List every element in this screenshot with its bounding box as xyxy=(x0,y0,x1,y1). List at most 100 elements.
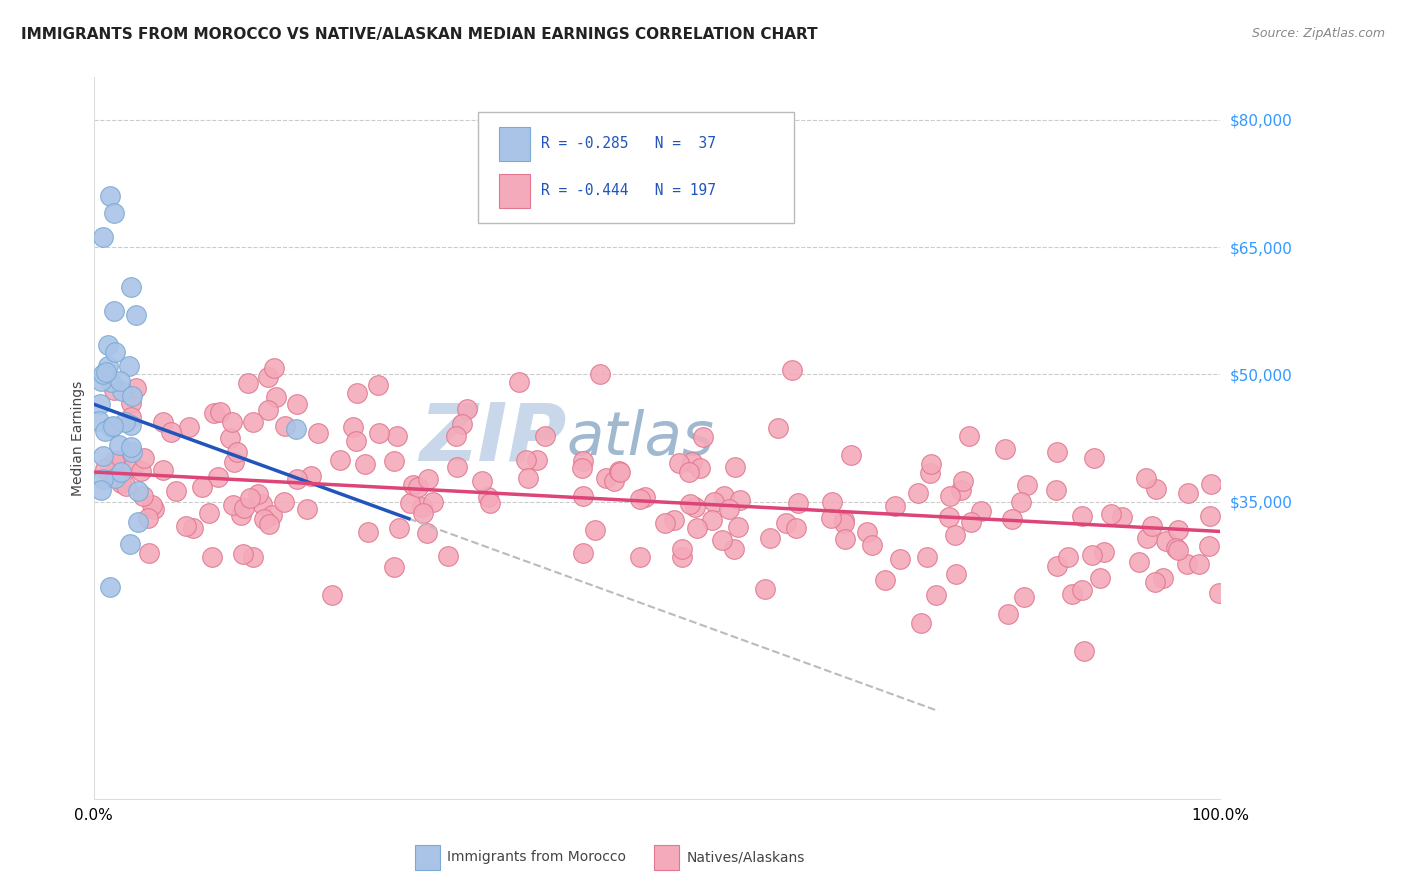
Point xyxy=(1152,571,1174,585)
Text: Natives/Alaskans: Natives/Alaskans xyxy=(686,850,804,864)
Point xyxy=(152,463,174,477)
Point xyxy=(256,370,278,384)
Point xyxy=(671,550,693,565)
Point xyxy=(1015,478,1038,492)
Point xyxy=(728,493,751,508)
Point xyxy=(367,378,389,392)
Point xyxy=(450,417,472,431)
Point xyxy=(533,429,555,443)
Point xyxy=(1167,542,1189,557)
Point xyxy=(121,445,143,459)
Point xyxy=(1198,539,1220,553)
Point xyxy=(250,498,273,512)
Point xyxy=(120,417,142,432)
Point xyxy=(1188,557,1211,571)
Point xyxy=(938,509,960,524)
Point xyxy=(478,495,501,509)
Point xyxy=(257,403,280,417)
Point xyxy=(1046,445,1069,459)
Point xyxy=(668,456,690,470)
Point xyxy=(285,422,308,436)
Point xyxy=(141,499,163,513)
Text: R = -0.285   N =  37: R = -0.285 N = 37 xyxy=(541,136,716,151)
Point xyxy=(132,451,155,466)
Point xyxy=(572,454,595,468)
Point xyxy=(703,494,725,508)
Point xyxy=(346,386,368,401)
Point xyxy=(406,480,429,494)
Point xyxy=(94,462,117,476)
Point xyxy=(595,471,617,485)
Point xyxy=(238,376,260,390)
Point xyxy=(628,491,651,506)
Point xyxy=(401,478,423,492)
Point xyxy=(884,499,907,513)
Y-axis label: Median Earnings: Median Earnings xyxy=(72,381,86,496)
Point xyxy=(692,429,714,443)
Point xyxy=(100,420,122,434)
Point xyxy=(910,615,932,630)
Point xyxy=(1010,495,1032,509)
Point xyxy=(1001,512,1024,526)
Point xyxy=(388,521,411,535)
Point xyxy=(115,479,138,493)
Point xyxy=(785,521,807,535)
Point xyxy=(508,375,530,389)
Point xyxy=(222,498,245,512)
Point xyxy=(191,480,214,494)
Point xyxy=(671,541,693,556)
Point xyxy=(821,494,844,508)
Point xyxy=(1071,509,1094,524)
Point xyxy=(100,375,122,389)
Point xyxy=(411,500,433,514)
Point xyxy=(104,471,127,485)
Point xyxy=(142,502,165,516)
Point xyxy=(943,528,966,542)
Point xyxy=(117,359,139,373)
Point xyxy=(127,483,149,498)
Point xyxy=(873,573,896,587)
Text: IMMIGRANTS FROM MOROCCO VS NATIVE/ALASKAN MEDIAN EARNINGS CORRELATION CHART: IMMIGRANTS FROM MOROCCO VS NATIVE/ALASKA… xyxy=(21,27,818,42)
Point xyxy=(321,588,343,602)
Point xyxy=(456,402,478,417)
Point xyxy=(1140,519,1163,533)
Point xyxy=(470,474,492,488)
Point xyxy=(110,476,132,491)
Point xyxy=(1135,471,1157,485)
Point xyxy=(120,441,142,455)
Point xyxy=(415,526,437,541)
Point xyxy=(385,429,408,443)
Point xyxy=(959,516,981,530)
Point xyxy=(118,537,141,551)
Point xyxy=(103,454,125,468)
Point xyxy=(436,549,458,563)
Point xyxy=(107,438,129,452)
Point xyxy=(1199,508,1222,523)
Point xyxy=(1099,508,1122,522)
Point xyxy=(1164,541,1187,555)
Point xyxy=(174,519,197,533)
Point xyxy=(780,363,803,377)
Point xyxy=(91,368,114,382)
Point xyxy=(418,472,440,486)
Point xyxy=(583,523,606,537)
Point xyxy=(125,308,148,322)
Point xyxy=(242,549,264,564)
Point xyxy=(131,464,153,478)
Point xyxy=(952,474,974,488)
Point xyxy=(159,425,181,439)
Point xyxy=(1154,534,1177,549)
Point xyxy=(222,455,245,469)
Point xyxy=(713,489,735,503)
Point xyxy=(571,546,593,560)
Point xyxy=(285,397,308,411)
Text: Immigrants from Morocco: Immigrants from Morocco xyxy=(447,850,626,864)
Point xyxy=(152,415,174,429)
Point xyxy=(209,405,232,419)
Point xyxy=(353,457,375,471)
Point xyxy=(100,580,122,594)
Point xyxy=(226,445,249,459)
Point xyxy=(724,460,747,475)
Point xyxy=(571,460,593,475)
Text: R = -0.444   N = 197: R = -0.444 N = 197 xyxy=(541,184,716,198)
